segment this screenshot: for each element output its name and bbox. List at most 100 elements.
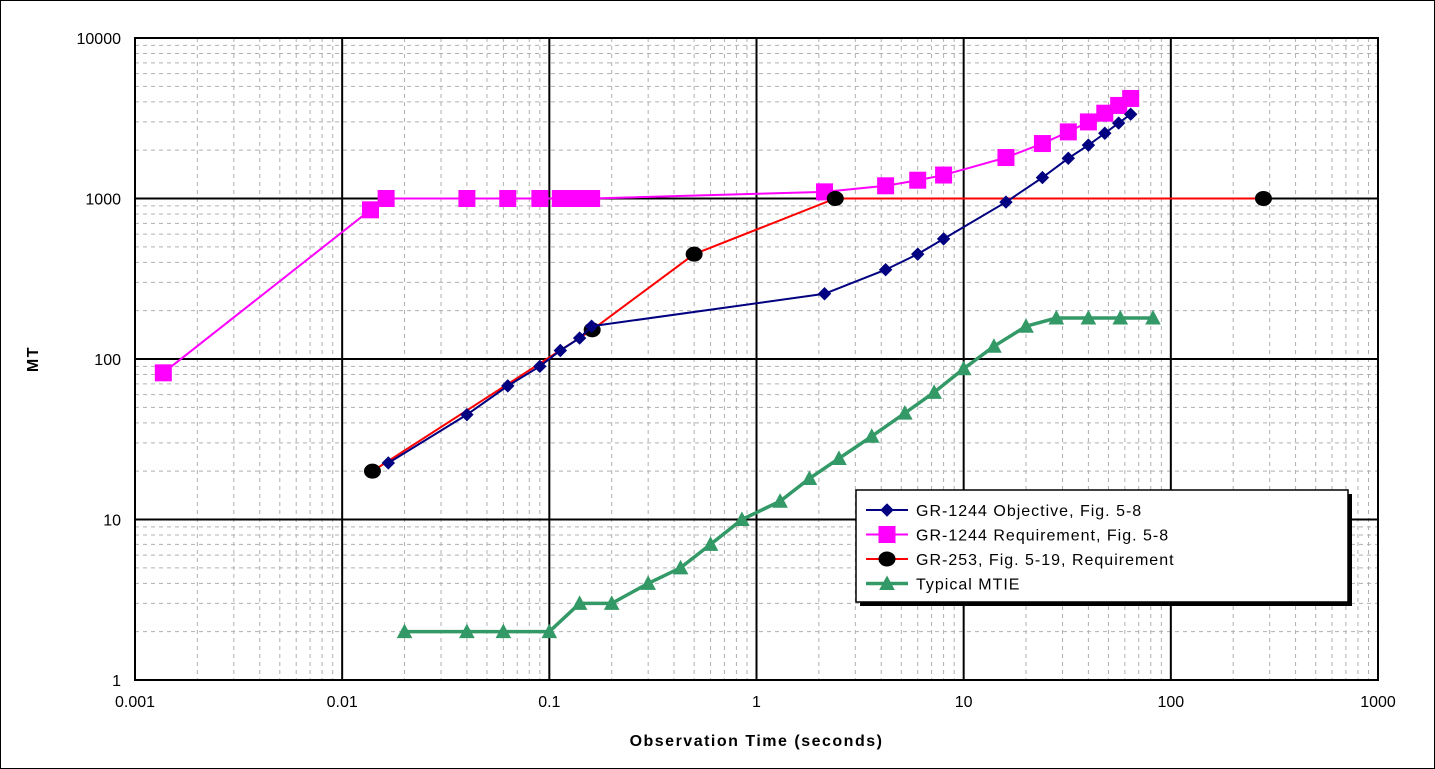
legend-label: GR-1244 Requirement, Fig. 5-8: [916, 528, 1169, 545]
data-point: [909, 171, 927, 189]
data-point: [734, 511, 750, 526]
data-point: [584, 319, 599, 333]
data-point: [154, 364, 172, 382]
data-point: [863, 428, 880, 443]
legend-entry: GR-1244 Requirement, Fig. 5-8: [866, 526, 1169, 545]
legend-entry: GR-1244 Objective, Fig. 5-8: [866, 503, 1142, 520]
data-point: [459, 623, 475, 639]
x-tick-label: 0.1: [538, 694, 560, 711]
data-point: [363, 463, 381, 479]
data-point: [1122, 89, 1140, 107]
data-point: [1033, 135, 1051, 153]
series-4: [396, 309, 1161, 639]
series-3: [363, 191, 1272, 479]
data-point: [997, 149, 1015, 167]
data-point: [1080, 309, 1097, 325]
data-point: [896, 405, 913, 420]
data-point: [572, 331, 587, 345]
data-point: [1079, 113, 1097, 131]
data-point: [571, 595, 588, 610]
data-point: [831, 450, 847, 465]
data-point: [1111, 116, 1126, 130]
data-point: [1018, 318, 1034, 333]
data-point: [501, 379, 515, 393]
series-line: [387, 113, 1132, 464]
data-point: [910, 247, 925, 261]
data-point: [672, 559, 689, 575]
legend-label: Typical MTIE: [916, 577, 1020, 594]
data-point: [772, 493, 788, 508]
data-point: [702, 536, 719, 551]
data-point: [986, 338, 1002, 353]
legend-marker: [878, 526, 896, 543]
data-point: [926, 384, 942, 399]
data-point: [1048, 309, 1065, 325]
data-point: [361, 201, 379, 219]
y-tick-label: 100: [94, 352, 121, 369]
data-point: [1081, 138, 1096, 152]
data-point: [458, 190, 476, 207]
data-point: [936, 232, 951, 246]
x-tick-label: 100: [1157, 694, 1184, 711]
data-point: [1061, 151, 1076, 166]
data-point: [531, 190, 549, 207]
y-axis-title: MT: [25, 346, 42, 372]
legend-label: GR-1244 Objective, Fig. 5-8: [916, 503, 1142, 520]
data-point: [541, 623, 558, 639]
x-tick-label: 0.01: [327, 694, 358, 711]
data-point: [955, 360, 972, 376]
data-point: [878, 263, 893, 277]
data-point: [817, 287, 832, 301]
x-tick-label: 10: [955, 694, 973, 711]
data-point: [1112, 309, 1129, 325]
plot-area-border: [134, 37, 1379, 681]
data-point: [826, 191, 844, 206]
x-axis-title: Observation Time (seconds): [630, 733, 884, 750]
legend-marker: [879, 575, 895, 590]
legend-marker: [878, 551, 896, 567]
data-point: [877, 177, 895, 195]
data-point: [1123, 107, 1138, 121]
x-tick-label: 0.001: [115, 694, 155, 711]
data-point: [1035, 170, 1050, 185]
data-point: [603, 595, 620, 610]
series-1: [381, 107, 1138, 470]
data-point: [1059, 123, 1077, 141]
data-point: [381, 456, 396, 470]
y-tick-label: 1000: [85, 192, 121, 209]
legend-marker: [880, 503, 894, 517]
series-line: [371, 197, 1264, 473]
data-point: [460, 407, 474, 422]
data-point: [935, 166, 953, 184]
data-point: [685, 246, 703, 262]
data-point: [553, 343, 568, 358]
y-axis-tick-labels: 1 10 100 1000 10000: [77, 31, 122, 690]
data-point: [640, 575, 657, 590]
x-tick-label: 1000: [1360, 694, 1396, 711]
data-point: [801, 470, 818, 486]
x-axis-tick-labels: 0.001 0.01 0.1 1 10 100 1000: [115, 694, 1396, 711]
data-point: [377, 190, 395, 207]
data-point: [495, 623, 512, 639]
series-line: [162, 97, 1132, 374]
data-point: [1098, 126, 1112, 140]
data-point: [999, 195, 1013, 209]
data-point: [583, 190, 601, 207]
data-point: [396, 623, 413, 639]
y-tick-label: 10: [103, 513, 121, 530]
legend: GR-1244 Objective, Fig. 5-8 GR-1244 Requi…: [855, 489, 1352, 606]
series-2: [154, 89, 1140, 382]
series-layer: [154, 89, 1272, 639]
data-point: [1145, 309, 1161, 325]
legend-entry: Typical MTIE: [866, 575, 1020, 594]
y-tick-label: 1: [112, 673, 121, 690]
legend-label: GR-253, Fig. 5-19, Requirement: [916, 552, 1175, 569]
legend-entry: GR-253, Fig. 5-19, Requirement: [866, 551, 1175, 569]
data-point: [533, 359, 547, 374]
y-tick-label: 10000: [77, 31, 122, 48]
data-point: [1254, 191, 1272, 206]
data-point: [499, 190, 517, 207]
x-tick-label: 1: [752, 694, 761, 711]
